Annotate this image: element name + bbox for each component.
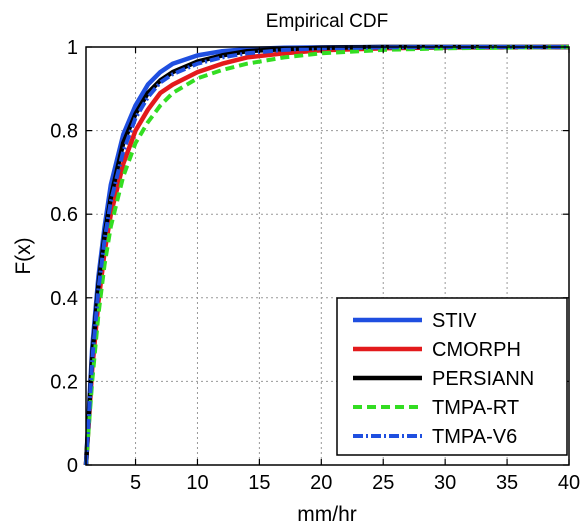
series-line-tmpa-v6 (84, 45, 569, 466)
x-tick-label: 5 (130, 472, 141, 494)
legend-label: STIV (432, 310, 477, 332)
x-tick-label: 25 (372, 472, 394, 494)
legend-label: TMPA-RT (432, 397, 519, 419)
x-tick-label: 35 (496, 472, 518, 494)
x-tick-label: 15 (248, 472, 270, 494)
legend-label: TMPA-V6 (432, 426, 517, 448)
y-tick-label: 0.8 (50, 121, 78, 143)
legend-items: STIV CMORPH PERSIANN TMPA-RT TMPA-V6 (353, 310, 534, 448)
x-tick-label: 30 (434, 472, 456, 494)
y-tick-label: 0 (67, 455, 78, 477)
x-axis-label: mm/hr (297, 503, 357, 526)
y-axis-label: F(x) (12, 237, 35, 274)
legend-label: PERSIANN (432, 368, 534, 390)
axes-layer: 5 10 15 20 25 30 35 40 0 0.2 0.4 0.6 0.8 1 (50, 37, 580, 494)
y-tick-label: 1 (67, 37, 78, 59)
legend-label: CMORPH (432, 339, 521, 361)
plot-frame (85, 46, 570, 466)
chart-title: Empirical CDF (266, 11, 388, 32)
x-tick-label: 20 (310, 472, 332, 494)
x-tick-label: 10 (186, 472, 208, 494)
y-tick-label: 0.6 (50, 204, 78, 226)
y-tick-label: 0.2 (50, 371, 78, 393)
y-tick-label: 0.4 (50, 288, 78, 310)
series-line-tmpa-rt (84, 45, 570, 466)
grid-layer (86, 47, 569, 465)
x-tick-label: 40 (558, 472, 580, 494)
legend: STIV CMORPH PERSIANN TMPA-RT TMPA-V6 (336, 297, 568, 456)
